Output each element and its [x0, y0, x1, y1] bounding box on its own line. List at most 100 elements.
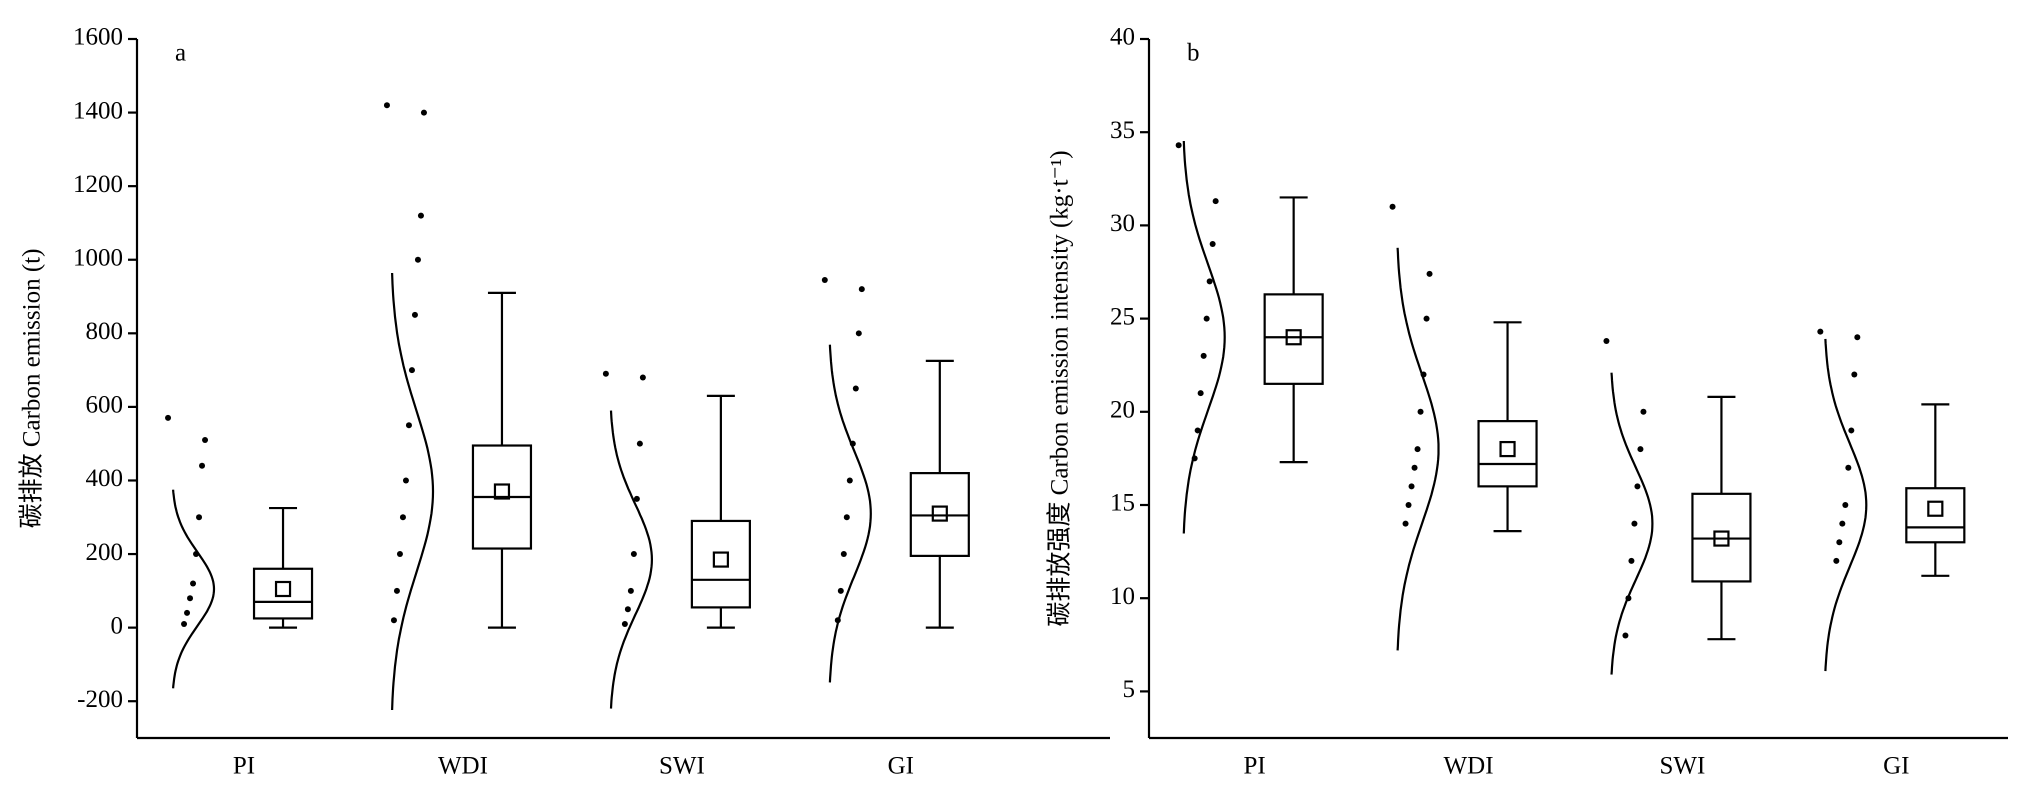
data-point: [1414, 446, 1421, 453]
data-point: [849, 440, 856, 447]
data-point: [834, 617, 841, 624]
data-point: [165, 414, 172, 421]
data-point: [624, 606, 631, 613]
y-tick-label: 20: [1110, 397, 1135, 424]
data-point: [184, 609, 191, 616]
data-point: [1603, 337, 1610, 344]
data-point: [1842, 502, 1849, 508]
data-point: [855, 330, 862, 337]
y-tick-label: 40: [1110, 24, 1135, 51]
data-point: [417, 212, 424, 219]
data-point: [1411, 464, 1418, 471]
y-tick-label: 1000: [73, 244, 123, 271]
data-point: [630, 551, 637, 558]
data-point: [202, 437, 209, 444]
data-point: [193, 551, 200, 558]
data-point: [1854, 334, 1861, 341]
data-point: [1640, 408, 1647, 415]
box: [1263, 293, 1324, 385]
box: [690, 519, 751, 609]
data-point: [1817, 328, 1824, 335]
density-curve: [1182, 140, 1226, 534]
data-point: [1209, 241, 1216, 248]
data-point: [843, 514, 850, 521]
density-curve: [609, 410, 654, 709]
density-curve: [1396, 247, 1440, 651]
data-point: [1836, 539, 1843, 546]
y-axis-title: 碳排放 Carbon emission (t): [18, 249, 46, 529]
y-tick-label: 10: [1110, 583, 1135, 610]
mean-marker: [1713, 530, 1730, 547]
data-point: [636, 440, 643, 447]
x-tick-label: PI: [1244, 753, 1266, 780]
x-tick-label: PI: [233, 753, 255, 780]
data-point: [1839, 520, 1846, 527]
data-point: [420, 109, 427, 116]
data-point: [852, 385, 859, 392]
mean-marker: [1285, 329, 1302, 346]
x-tick-label: SWI: [659, 753, 705, 780]
data-point: [1212, 198, 1219, 205]
data-point: [627, 587, 634, 594]
data-point: [411, 311, 418, 318]
y-tick-label: 400: [86, 465, 124, 492]
data-point: [1191, 455, 1198, 462]
data-point: [1417, 408, 1424, 415]
box: [1905, 487, 1966, 544]
y-tick-label: 1600: [73, 24, 123, 51]
data-point: [1175, 142, 1182, 149]
data-point: [393, 587, 400, 594]
x-tick-label: WDI: [438, 753, 488, 780]
x-tick-label: WDI: [1444, 753, 1494, 780]
mean-marker: [493, 483, 511, 500]
data-point: [1203, 315, 1210, 322]
data-point: [639, 374, 646, 381]
data-point: [405, 422, 412, 429]
data-point: [1848, 427, 1855, 434]
density-curve: [828, 344, 872, 683]
data-point: [840, 551, 847, 558]
density-curve: [1610, 372, 1654, 675]
y-tick-label: 800: [86, 318, 124, 345]
data-point: [1634, 483, 1641, 490]
y-tick-label: 1200: [73, 171, 123, 198]
data-point: [1408, 483, 1415, 490]
data-point: [1206, 278, 1213, 285]
data-point: [1405, 502, 1412, 508]
data-point: [858, 286, 865, 293]
mean-marker: [712, 551, 729, 568]
data-point: [1423, 315, 1430, 322]
data-point: [399, 514, 406, 521]
data-point: [1637, 446, 1644, 453]
y-tick-label: 35: [1110, 117, 1135, 144]
mean-marker: [1499, 440, 1516, 458]
y-tick-label: 25: [1110, 303, 1135, 330]
data-point: [821, 276, 828, 283]
panel-label: b: [1187, 40, 1200, 67]
y-tick-label: 30: [1110, 210, 1135, 237]
y-tick-label: 1400: [73, 97, 123, 124]
y-tick-label: 0: [111, 612, 124, 639]
y-tick-label: 600: [86, 392, 124, 419]
mean-marker: [274, 580, 292, 598]
data-point: [396, 551, 403, 558]
data-point: [846, 477, 853, 484]
y-tick-label: 200: [86, 539, 124, 566]
box: [1477, 420, 1538, 488]
data-point: [1625, 595, 1632, 602]
data-point: [1200, 352, 1207, 359]
data-point: [181, 620, 188, 627]
data-point: [190, 580, 197, 587]
data-point: [1402, 520, 1409, 527]
data-point: [1833, 557, 1840, 564]
box: [252, 567, 314, 620]
density-curve: [172, 489, 216, 689]
data-point: [196, 514, 203, 521]
data-point: [1197, 390, 1204, 397]
data-point: [1631, 520, 1638, 527]
y-tick-label: -200: [77, 686, 123, 713]
mean-marker: [931, 505, 948, 522]
data-point: [633, 495, 640, 502]
data-point: [1426, 270, 1433, 277]
